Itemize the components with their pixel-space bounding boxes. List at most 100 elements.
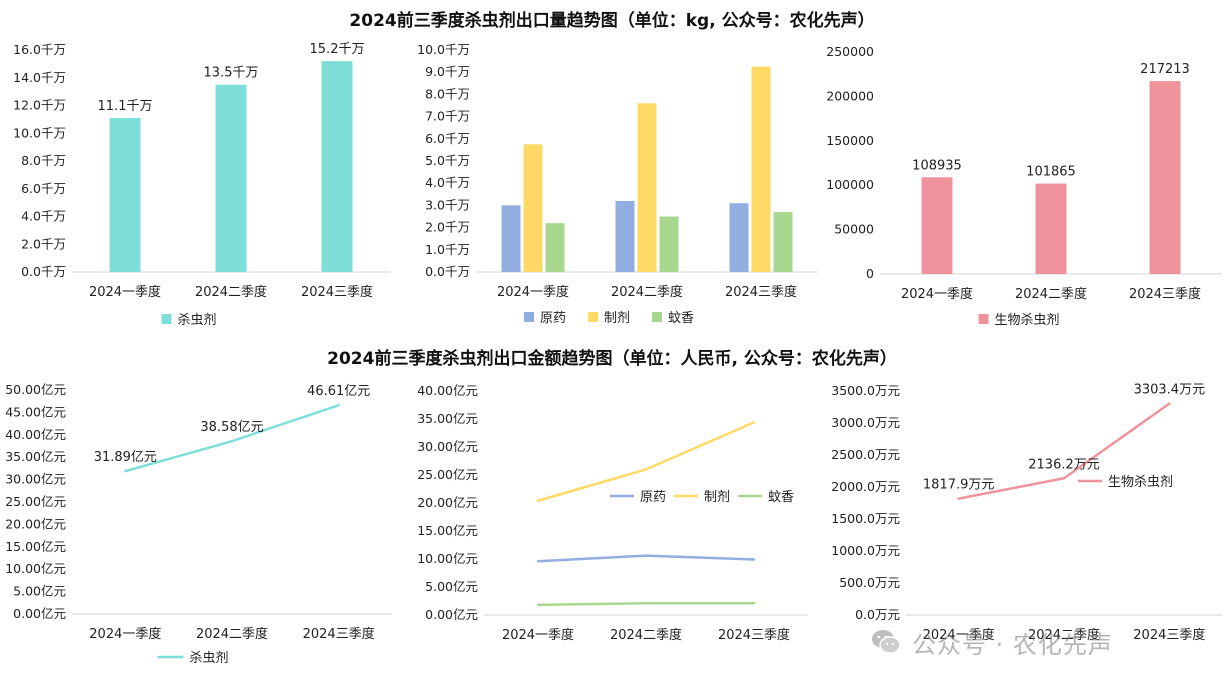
- data-label: 13.5千万: [204, 66, 259, 81]
- y-tick-label: 2000.0万元: [831, 479, 900, 494]
- y-tick-label: 25.00亿元: [5, 494, 66, 509]
- bar: [751, 66, 771, 273]
- y-tick-label: 2.0千万: [21, 236, 66, 251]
- x-tick-label: 2024二季度: [196, 626, 268, 642]
- y-tick-label: 0.0千万: [425, 264, 470, 279]
- y-tick-label: 1000.0万元: [831, 543, 900, 558]
- legend-swatch: [524, 312, 534, 322]
- series-line: [536, 421, 756, 503]
- bottom-title: 2024前三季度杀虫剂出口金额趋势图（单位：人民币, 公众号：农化先声）: [327, 349, 897, 369]
- y-tick-label: 0.00亿元: [425, 607, 478, 622]
- y-tick-label: 50.00亿元: [5, 382, 66, 397]
- y-tick-label: 8.0千万: [425, 86, 470, 101]
- data-label: 108935: [912, 158, 962, 173]
- x-tick-label: 2024一季度: [497, 284, 569, 300]
- y-tick-label: 20.00亿元: [417, 495, 478, 510]
- bar: [773, 212, 793, 272]
- data-label: 31.89亿元: [94, 450, 157, 465]
- y-tick-label: 10.00亿元: [5, 561, 66, 576]
- bar: [659, 216, 679, 272]
- bar: [615, 200, 635, 272]
- bar: [545, 223, 565, 272]
- y-tick-label: 10.00亿元: [417, 551, 478, 566]
- data-label: 217213: [1140, 62, 1190, 77]
- data-label: 101865: [1026, 165, 1076, 180]
- y-tick-label: 0.0万元: [855, 607, 900, 622]
- y-tick-label: 45.00亿元: [5, 404, 66, 419]
- y-tick-label: 3.0千万: [425, 197, 470, 212]
- data-label: 15.2千万: [310, 42, 365, 57]
- y-tick-label: 250000: [826, 44, 874, 59]
- y-tick-label: 35.00亿元: [417, 411, 478, 426]
- x-tick-label: 2024三季度: [718, 627, 790, 643]
- y-tick-label: 0.0千万: [21, 264, 66, 279]
- y-tick-label: 1500.0万元: [831, 511, 900, 526]
- chart-volume-bio-insecticide: 0 50000 100000 150000 200000 250000 2024一季度 202…: [826, 44, 1222, 328]
- data-label: 46.61亿元: [307, 384, 370, 399]
- y-tick-label: 5.00亿元: [13, 584, 66, 599]
- x-tick-label: 2024一季度: [502, 627, 574, 643]
- x-tick-label: 2024三季度: [303, 626, 375, 642]
- y-tick-label: 2.0千万: [425, 220, 470, 235]
- top-title: 2024前三季度杀虫剂出口量趋势图（单位：kg, 公众号：农化先声）: [349, 11, 875, 31]
- x-tick-label: 2024三季度: [301, 284, 373, 300]
- x-tick-label: 2024一季度: [901, 286, 973, 302]
- y-tick-label: 15.00亿元: [417, 523, 478, 538]
- x-tick-label: 2024三季度: [1133, 627, 1205, 643]
- y-tick-label: 200000: [826, 88, 874, 103]
- y-tick-label: 40.00亿元: [417, 383, 478, 398]
- y-tick-label: 150000: [826, 133, 874, 148]
- bar: [523, 144, 543, 272]
- legend-label: 制剂: [604, 311, 630, 326]
- x-tick-label: 2024二季度: [1028, 627, 1100, 643]
- y-tick-label: 14.0千万: [13, 70, 66, 85]
- watermark-text: 公众号 · 农化先声: [912, 630, 1113, 659]
- chart-volume-categories: 0.0千万 1.0千万 2.0千万 3.0千万 4.0千万 5.0千万 6.0千万 7.0千万…: [417, 42, 818, 326]
- chart-value-insecticide: 0.00亿元 5.00亿元 10.00亿元 15.00亿元 20.00亿元 25.00亿元…: [5, 382, 392, 666]
- data-label: 2136.2万元: [1028, 457, 1100, 472]
- legend-label: 生物杀虫剂: [995, 313, 1060, 328]
- y-tick-label: 4.0千万: [425, 175, 470, 190]
- y-tick-label: 8.0千万: [21, 153, 66, 168]
- legend-swatch: [652, 312, 662, 322]
- bar: [637, 103, 657, 272]
- y-tick-label: 30.00亿元: [5, 472, 66, 487]
- legend-label: 原药: [640, 490, 666, 505]
- series-line: [536, 601, 756, 607]
- y-tick-label: 15.00亿元: [5, 539, 66, 554]
- wechat-icon: [872, 630, 901, 654]
- x-tick-label: 2024一季度: [923, 627, 995, 643]
- y-tick-label: 10.0千万: [13, 125, 66, 140]
- x-tick-label: 2024三季度: [1129, 286, 1201, 302]
- bar: [921, 177, 953, 274]
- legend-label: 杀虫剂: [178, 313, 217, 328]
- x-tick-label: 2024三季度: [725, 284, 797, 300]
- y-tick-label: 16.0千万: [13, 42, 66, 57]
- chart-value-bio-insecticide: 0.0万元 500.0万元 1000.0万元 1500.0万元 2000.0万元 2500…: [831, 383, 1222, 643]
- series-line: [536, 554, 756, 563]
- data-label: 38.58亿元: [200, 420, 263, 435]
- y-tick-label: 50000: [834, 222, 874, 237]
- y-tick-label: 0.00亿元: [13, 606, 66, 621]
- legend-label: 生物杀虫剂: [1108, 475, 1173, 490]
- y-tick-label: 100000: [826, 177, 874, 192]
- y-tick-label: 6.0千万: [425, 131, 470, 146]
- x-tick-label: 2024二季度: [611, 284, 683, 300]
- bar: [1035, 183, 1067, 274]
- x-tick-label: 2024一季度: [89, 284, 161, 300]
- y-tick-label: 20.00亿元: [5, 516, 66, 531]
- data-label: 11.1千万: [98, 99, 153, 114]
- legend-label: 蚊香: [668, 311, 694, 326]
- y-tick-label: 5.00亿元: [425, 579, 478, 594]
- legend-label: 蚊香: [768, 490, 794, 505]
- y-tick-label: 25.00亿元: [417, 467, 478, 482]
- legend-label: 制剂: [704, 490, 730, 505]
- y-tick-label: 30.00亿元: [417, 439, 478, 454]
- data-label: 1817.9万元: [923, 478, 995, 493]
- legend-swatch: [978, 314, 989, 324]
- x-tick-label: 2024二季度: [1015, 286, 1087, 302]
- y-tick-label: 35.00亿元: [5, 449, 66, 464]
- bar: [215, 84, 247, 272]
- bar: [1149, 81, 1181, 274]
- chart-volume-insecticide: 0.0千万 2.0千万 4.0千万 6.0千万 8.0千万 10.0千万 12.0千万 14.…: [13, 42, 390, 328]
